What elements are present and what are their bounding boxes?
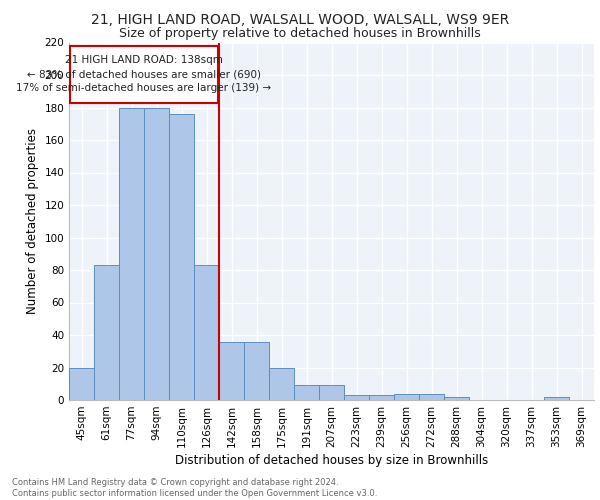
- Bar: [119, 108, 144, 400]
- Bar: [344, 395, 369, 400]
- Bar: [394, 394, 419, 400]
- Bar: [219, 342, 244, 400]
- Text: 21 HIGH LAND ROAD: 138sqm
← 83% of detached houses are smaller (690)
17% of semi: 21 HIGH LAND ROAD: 138sqm ← 83% of detac…: [16, 55, 272, 93]
- Bar: [544, 397, 569, 400]
- Bar: [144, 108, 169, 400]
- Bar: [369, 395, 394, 400]
- Bar: [94, 265, 119, 400]
- X-axis label: Distribution of detached houses by size in Brownhills: Distribution of detached houses by size …: [175, 454, 488, 467]
- Bar: [444, 397, 469, 400]
- Y-axis label: Number of detached properties: Number of detached properties: [26, 128, 39, 314]
- Bar: [169, 114, 194, 400]
- Text: Contains HM Land Registry data © Crown copyright and database right 2024.
Contai: Contains HM Land Registry data © Crown c…: [12, 478, 377, 498]
- FancyBboxPatch shape: [70, 46, 218, 102]
- Bar: [319, 386, 344, 400]
- Bar: [69, 368, 94, 400]
- Bar: [419, 394, 444, 400]
- Bar: [194, 265, 219, 400]
- Text: Size of property relative to detached houses in Brownhills: Size of property relative to detached ho…: [119, 28, 481, 40]
- Bar: [269, 368, 294, 400]
- Text: 21, HIGH LAND ROAD, WALSALL WOOD, WALSALL, WS9 9ER: 21, HIGH LAND ROAD, WALSALL WOOD, WALSAL…: [91, 12, 509, 26]
- Bar: [294, 386, 319, 400]
- Bar: [244, 342, 269, 400]
